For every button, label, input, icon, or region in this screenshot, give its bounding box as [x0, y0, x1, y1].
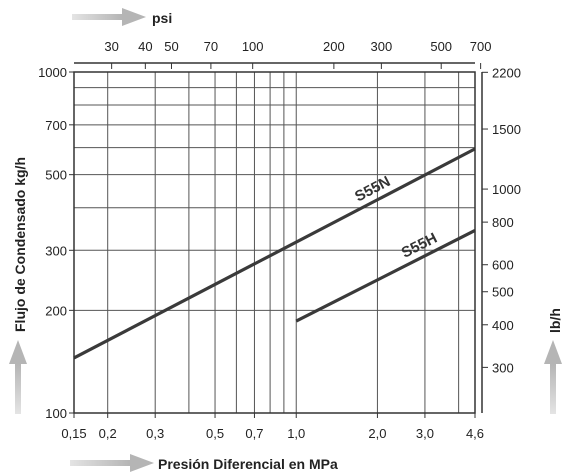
top-tick-label: 700 [470, 39, 492, 54]
series-label-s55h: S55H [399, 230, 440, 262]
plot-frame [73, 71, 476, 414]
x-tick-label: 4,6 [466, 426, 484, 441]
right-tick-label: 500 [492, 285, 514, 300]
top-tick-label: 70 [204, 39, 218, 54]
x-tick-label: 3,0 [416, 426, 434, 441]
y-tick-label: 700 [45, 118, 67, 133]
top-tick-label: 50 [164, 39, 178, 54]
bottom-arrow-icon [70, 454, 154, 472]
top-tick-label: 300 [371, 39, 393, 54]
y-tick-label: 200 [45, 303, 67, 318]
right-tick-label: 2200 [492, 65, 521, 80]
series-line-s55h [295, 229, 476, 323]
right-tick-label: 1500 [492, 122, 521, 137]
right-axis-label: lb/h [547, 308, 562, 333]
x-tick-label: 0,3 [146, 426, 164, 441]
series-line-s55n [73, 147, 476, 360]
x-tick-label: 1,0 [287, 426, 305, 441]
x-tick-label: 0,5 [206, 426, 224, 441]
top-tick-label: 100 [242, 39, 264, 54]
y-tick-label: 1000 [38, 65, 67, 80]
right-tick-label: 600 [492, 258, 514, 273]
right-tick-label: 800 [492, 215, 514, 230]
top-arrow-icon [72, 8, 146, 26]
x-tick-label: 0,2 [99, 426, 117, 441]
x-tick-label: 0,7 [245, 426, 263, 441]
x-tick-label: 0,15 [61, 426, 86, 441]
y-axis-label: Flujo de Condensado kg/h [12, 157, 28, 332]
top-axis-label: psi [152, 10, 172, 26]
top-tick-label: 200 [323, 39, 345, 54]
top-tick-label: 500 [430, 39, 452, 54]
x-tick-label: 2,0 [368, 426, 386, 441]
y-tick-label: 500 [45, 168, 67, 183]
right-tick-label: 400 [492, 318, 514, 333]
right-arrow-icon [544, 340, 562, 414]
x-axis-label: Presión Diferencial en MPa [158, 456, 338, 472]
top-tick-label: 40 [138, 39, 152, 54]
top-tick-label: 30 [104, 39, 118, 54]
left-arrow-icon [9, 340, 27, 414]
grid [74, 72, 475, 413]
y-tick-label: 100 [45, 406, 67, 421]
axes [69, 62, 488, 418]
tick-labels: 0,15 0,2 0,3 0,5 0,7 1,0 2,0 3,0 4,6 100 200 300 500… [38, 39, 521, 441]
right-tick-label: 1000 [492, 182, 521, 197]
right-tick-label: 300 [492, 360, 514, 375]
y-tick-label: 300 [45, 243, 67, 258]
